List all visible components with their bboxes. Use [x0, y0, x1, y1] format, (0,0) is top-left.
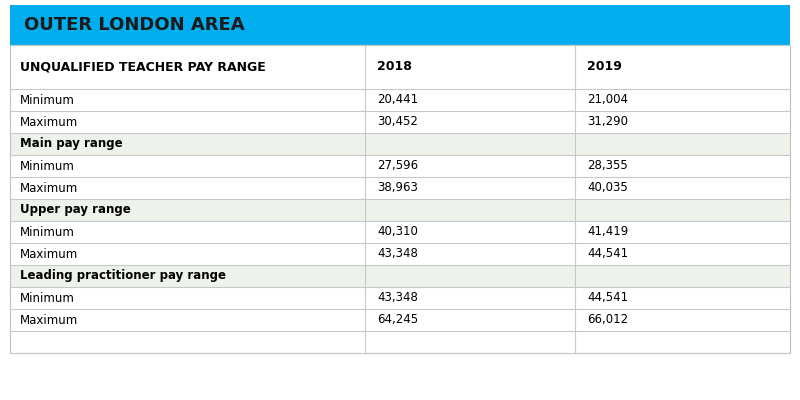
Text: 38,963: 38,963	[377, 182, 418, 194]
Text: Minimum: Minimum	[20, 292, 75, 304]
Bar	[10, 221, 790, 243]
Text: 44,541: 44,541	[587, 292, 628, 304]
Text: 21,004: 21,004	[587, 94, 628, 106]
Text: 30,452: 30,452	[377, 116, 418, 128]
Bar	[10, 177, 790, 199]
Text: 2018: 2018	[377, 60, 412, 74]
Text: OUTER LONDON AREA: OUTER LONDON AREA	[24, 16, 245, 34]
Bar	[10, 111, 790, 133]
Text: Minimum: Minimum	[20, 226, 75, 238]
Bar	[10, 45, 790, 353]
Bar	[10, 265, 790, 287]
Text: 27,596: 27,596	[377, 160, 418, 172]
Bar	[10, 45, 790, 89]
Bar	[10, 133, 790, 155]
Text: Minimum: Minimum	[20, 160, 75, 172]
Text: 31,290: 31,290	[587, 116, 628, 128]
Bar	[10, 243, 790, 265]
Text: UNQUALIFIED TEACHER PAY RANGE: UNQUALIFIED TEACHER PAY RANGE	[20, 60, 266, 74]
Text: Maximum: Maximum	[20, 314, 78, 326]
Bar	[10, 199, 790, 221]
Text: 2019: 2019	[587, 60, 622, 74]
Text: 66,012: 66,012	[587, 314, 628, 326]
Text: 40,310: 40,310	[377, 226, 418, 238]
Text: Leading practitioner pay range: Leading practitioner pay range	[20, 270, 226, 282]
Text: Upper pay range: Upper pay range	[20, 204, 130, 216]
Bar	[10, 89, 790, 111]
Bar	[10, 331, 790, 353]
Bar	[10, 155, 790, 177]
Text: 43,348: 43,348	[377, 248, 418, 260]
Text: 41,419: 41,419	[587, 226, 628, 238]
Text: Maximum: Maximum	[20, 116, 78, 128]
Bar	[10, 5, 790, 45]
Text: 40,035: 40,035	[587, 182, 628, 194]
Bar	[10, 309, 790, 331]
Text: Maximum: Maximum	[20, 248, 78, 260]
Text: Maximum: Maximum	[20, 182, 78, 194]
Text: Main pay range: Main pay range	[20, 138, 122, 150]
Text: Minimum: Minimum	[20, 94, 75, 106]
Text: 64,245: 64,245	[377, 314, 418, 326]
Text: 44,541: 44,541	[587, 248, 628, 260]
Text: 28,355: 28,355	[587, 160, 628, 172]
Text: 20,441: 20,441	[377, 94, 418, 106]
Text: 43,348: 43,348	[377, 292, 418, 304]
Bar	[10, 287, 790, 309]
